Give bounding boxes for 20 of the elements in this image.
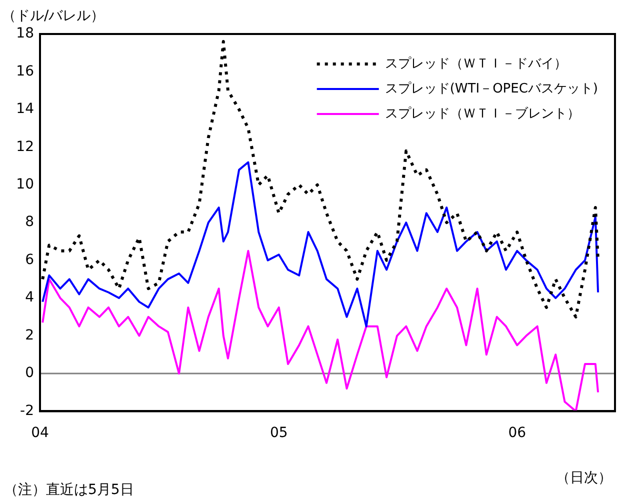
y-tick-label: 0 [25,365,34,382]
y-tick-label: 10 [16,176,34,193]
legend-label: スプレッド（ＷＴＩ－ドバイ） [384,56,567,72]
y-tick-label: 2 [25,327,34,344]
legend-label: スプレッド（ＷＴＩ－ブレント） [384,106,580,122]
x-axis-title: （日次） [556,470,612,486]
x-tick-label: 06 [508,425,526,442]
y-tick-label: 12 [16,138,34,155]
y-tick-label: 8 [25,214,34,230]
y-tick-label: 4 [25,290,34,306]
y-tick-label: 18 [16,26,34,42]
y-tick-label: 16 [16,63,34,80]
x-tick-label: 04 [31,425,49,442]
y-tick-label: 6 [25,252,34,268]
y-axis-title: （ドル/バレル） [2,8,105,24]
y-tick-label: -2 [20,402,34,419]
legend-label: スプレッド(WTI－OPECバスケット) [384,81,598,96]
text: （注）直近は5月5日 [4,482,134,498]
x-tick-label: 05 [270,425,288,442]
y-tick-label: 14 [16,101,34,118]
